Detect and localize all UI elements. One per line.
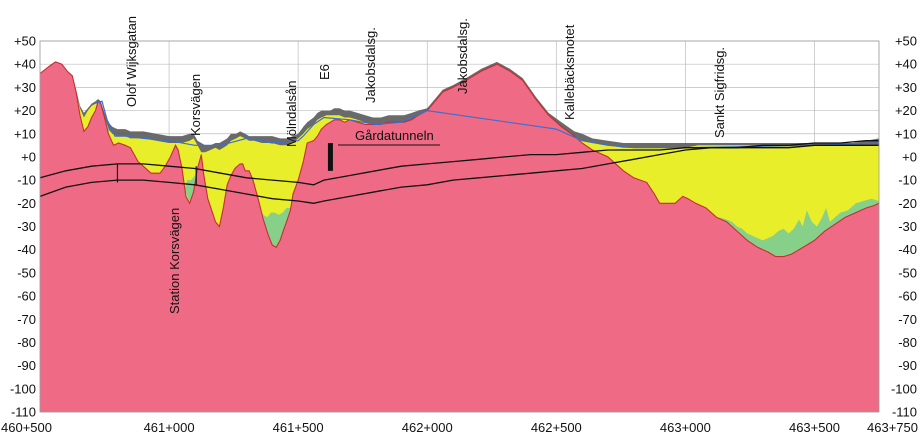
y-tick-label-right: -90 bbox=[898, 358, 917, 373]
y-tick-label-left: +0 bbox=[21, 149, 36, 164]
y-tick-label-right: -100 bbox=[891, 381, 917, 396]
label-korsvagen: Korsvägen bbox=[188, 74, 203, 136]
label-olof-wijksgatan: Olof Wijksgatan bbox=[124, 16, 139, 107]
friction-soil-zone bbox=[184, 168, 198, 204]
x-tick-label: 461+000 bbox=[144, 420, 195, 435]
rock-layer bbox=[40, 61, 879, 413]
friction-soil-zone bbox=[718, 198, 879, 257]
y-tick-label-left: -50 bbox=[17, 265, 36, 280]
y-tick-label-right: -30 bbox=[898, 219, 917, 234]
label-gardatunneln: Gårdatunneln bbox=[355, 128, 434, 143]
y-tick-label-left: +20 bbox=[14, 103, 36, 118]
y-tick-label-left: +50 bbox=[14, 34, 36, 49]
y-tick-label-left: -110 bbox=[11, 405, 36, 420]
y-tick-label-left: +30 bbox=[14, 80, 36, 95]
friction-soil-zone bbox=[256, 203, 291, 248]
y-tick-label-right: +0 bbox=[902, 149, 917, 164]
y-tick-label-left: +40 bbox=[14, 57, 36, 72]
y-tick-label-left: -10 bbox=[17, 173, 36, 188]
y-tick-label-right: -70 bbox=[898, 312, 917, 327]
groundwater-line bbox=[94, 100, 880, 149]
x-tick-label: 463+000 bbox=[660, 420, 711, 435]
annotations: Olof Wijksgatan Korsvägen Station Korsvä… bbox=[124, 16, 727, 314]
y-tick-label-right: +50 bbox=[895, 34, 917, 49]
label-kallebacksmotet: Kallebäcksmotet bbox=[562, 24, 577, 120]
y-tick-label-right: -10 bbox=[898, 173, 917, 188]
label-molndalsan: Mölndalsån bbox=[284, 81, 299, 148]
y-tick-label-right: +10 bbox=[895, 126, 917, 141]
x-tick-label: 461+500 bbox=[273, 420, 324, 435]
y-tick-label-right: -110 bbox=[892, 405, 917, 420]
y-tick-label-right: +40 bbox=[895, 57, 917, 72]
y-tick-label-left: -40 bbox=[17, 242, 36, 257]
gardatunneln-marker bbox=[327, 143, 333, 171]
plot-frame bbox=[39, 40, 880, 413]
x-tick-label: 462+000 bbox=[402, 420, 453, 435]
y-tick-label-left: -90 bbox=[17, 358, 36, 373]
label-e6: E6 bbox=[317, 64, 332, 80]
y-axis-right: +50 +40 +30 +20 +10 +0 -10 -20 -30 -40 -50 -60 -70 -8… bbox=[891, 34, 917, 420]
y-tick-label-right: -40 bbox=[898, 242, 917, 257]
y-tick-label-right: -50 bbox=[898, 265, 917, 280]
rock-surface-line bbox=[39, 61, 880, 258]
y-tick-label-left: -100 bbox=[10, 381, 36, 396]
y-tick-label-right: -60 bbox=[898, 289, 917, 304]
x-tick-label: 460+500 bbox=[1, 420, 52, 435]
x-tick-label: 462+500 bbox=[531, 420, 582, 435]
y-tick-label-left: +10 bbox=[14, 126, 36, 141]
y-tick-label-right: -80 bbox=[898, 335, 917, 350]
x-tick-label: 463+750 bbox=[867, 420, 918, 435]
tunnel-invert-line bbox=[39, 144, 879, 204]
y-tick-label-right: -20 bbox=[898, 196, 917, 211]
tunnel-crown-line bbox=[39, 140, 879, 186]
y-tick-label-left: -30 bbox=[17, 219, 36, 234]
y-tick-label-left: -70 bbox=[17, 312, 36, 327]
y-tick-label-right: +20 bbox=[895, 103, 917, 118]
label-jakobsdalsg-1: Jakobsdalsg. bbox=[363, 27, 378, 103]
x-tick-label: 463+500 bbox=[789, 420, 840, 435]
y-axis-left: +50 +40 +30 +20 +10 +0 -10 -20 -30 -40 -50 -60 -70 -8… bbox=[10, 34, 36, 420]
y-tick-label-right: +30 bbox=[895, 80, 917, 95]
label-station-korsvagen: Station Korsvägen bbox=[167, 208, 182, 314]
y-tick-label-left: -80 bbox=[17, 335, 36, 350]
label-sankt-sigfridsg: Sankt Sigfridsg. bbox=[712, 47, 727, 138]
x-axis: 460+500 461+000 461+500 462+000 462+500 463+0… bbox=[1, 420, 918, 435]
y-tick-label-left: -20 bbox=[17, 196, 36, 211]
y-tick-label-left: -60 bbox=[17, 289, 36, 304]
plot-area bbox=[39, 40, 880, 413]
label-jakobsdalsg-2: Jakobsdalsg. bbox=[455, 18, 470, 94]
